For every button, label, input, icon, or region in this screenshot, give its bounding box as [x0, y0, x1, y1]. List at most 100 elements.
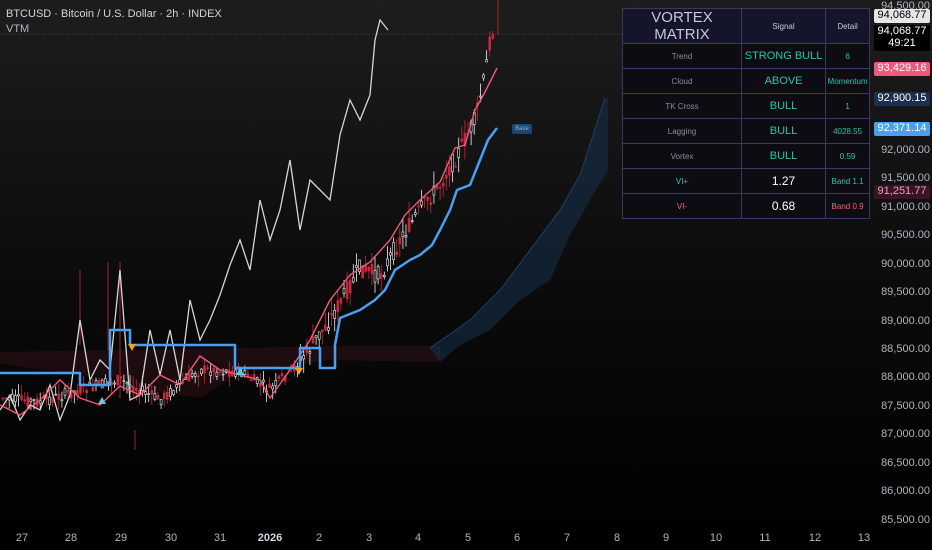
candle-body [364, 265, 368, 272]
candle-body [255, 377, 259, 385]
candle-body [448, 166, 451, 176]
candle-body [410, 220, 414, 222]
candle-body [32, 399, 36, 401]
price-label: 90,500.00 [881, 229, 930, 241]
candle-body [277, 375, 281, 379]
candle-body [243, 370, 247, 375]
time-label: 27 [15, 532, 29, 544]
buy-signal-marker [98, 397, 106, 404]
candle-body [389, 252, 392, 256]
matrix-row-cloud: Cloud ABOVE Momentum [622, 68, 870, 94]
candle-body [85, 389, 88, 394]
candle-body [159, 399, 163, 405]
time-label: 3 [365, 532, 373, 544]
candle-body [1, 397, 5, 400]
candle-body [426, 196, 430, 201]
last-price-tag: 94,068.77 [874, 9, 930, 23]
price-label: 86,500.00 [881, 457, 930, 469]
price-label: 92,000.00 [881, 144, 930, 156]
candle-body [122, 380, 126, 382]
price-label: 91,500.00 [881, 172, 930, 184]
matrix-row-vi-plus: VI+ 1.27 Band 1.1 [622, 168, 870, 194]
candle-body [88, 381, 92, 384]
candle-body [221, 373, 225, 376]
candle-body [330, 313, 333, 316]
time-label: 7 [563, 532, 571, 544]
candle-body [190, 372, 194, 377]
candle-body [386, 258, 389, 267]
candle-body [17, 394, 20, 397]
candle-body [479, 95, 482, 98]
time-label: 6 [513, 532, 521, 544]
matrix-col-signal: Signal [740, 8, 827, 44]
candle-body [54, 393, 58, 396]
candle-body [252, 374, 256, 381]
price-label: 89,000.00 [881, 315, 930, 327]
candle-body [212, 367, 216, 373]
row-label: Vortex [622, 143, 742, 169]
row-signal: 1.27 [740, 168, 827, 194]
row-signal: 0.68 [740, 193, 827, 219]
indicator-name[interactable]: VTM [6, 23, 30, 35]
candle-body [432, 185, 436, 196]
candle-body [20, 395, 23, 400]
candle-body [324, 324, 327, 331]
candle-body [262, 379, 265, 383]
row-label: VI+ [622, 168, 742, 194]
time-label: 8 [613, 532, 621, 544]
candle-body [48, 396, 51, 405]
candle-body [488, 36, 492, 51]
price-label: 88,500.00 [881, 343, 930, 355]
candle-body [66, 389, 70, 393]
current-price-tag: 94,068.77 [874, 25, 930, 39]
matrix-title: VORTEX MATRIX [622, 8, 742, 44]
candle-body [404, 235, 408, 238]
symbol-title[interactable]: BTCUSD · Bitcoin / U.S. Dollar · 2h · IN… [6, 8, 222, 20]
row-label: VI- [622, 193, 742, 219]
candle-body [429, 202, 433, 205]
candle-body [166, 391, 169, 400]
matrix-row-tk-cross: TK Cross BULL 1 [622, 93, 870, 119]
candle-body [187, 373, 191, 382]
candle-body [342, 288, 346, 294]
conversion-line [0, 67, 498, 416]
candle-body [302, 355, 306, 360]
price-label: 86,000.00 [881, 485, 930, 497]
candle-body [460, 138, 464, 142]
row-detail: Band 1.1 [825, 168, 870, 194]
price-label: 90,000.00 [881, 258, 930, 270]
candle-body [97, 379, 101, 384]
candle-body [23, 399, 27, 402]
signal-markers [98, 344, 303, 404]
candle-body [91, 386, 95, 392]
candle-body [125, 382, 129, 385]
matrix-header-row: VORTEX MATRIX Signal Detail [622, 8, 870, 44]
candle-body [60, 399, 64, 402]
candle-body [203, 365, 206, 374]
candle-body [200, 368, 203, 375]
candle-body [228, 369, 231, 377]
candle-body [153, 392, 157, 400]
candle-body [485, 59, 488, 63]
candle-body [392, 242, 395, 260]
candle-body [317, 331, 321, 340]
candle-body [413, 212, 417, 215]
row-label: Trend [622, 43, 742, 69]
candle-body [336, 300, 340, 313]
candle-body [193, 373, 197, 377]
candle-body [79, 385, 82, 394]
row-detail: 4028.55 [825, 118, 870, 144]
candle-body [311, 336, 315, 344]
candle-body [38, 400, 42, 404]
row-detail: 1 [825, 93, 870, 119]
candle-body [444, 175, 448, 179]
candle-body [274, 380, 278, 387]
candle-body [395, 251, 399, 255]
candle-body [156, 395, 160, 400]
candle-body [355, 265, 358, 268]
candle-body [441, 182, 445, 187]
row-label: TK Cross [622, 93, 742, 119]
candle-body [26, 396, 30, 407]
candle-body [417, 205, 420, 208]
